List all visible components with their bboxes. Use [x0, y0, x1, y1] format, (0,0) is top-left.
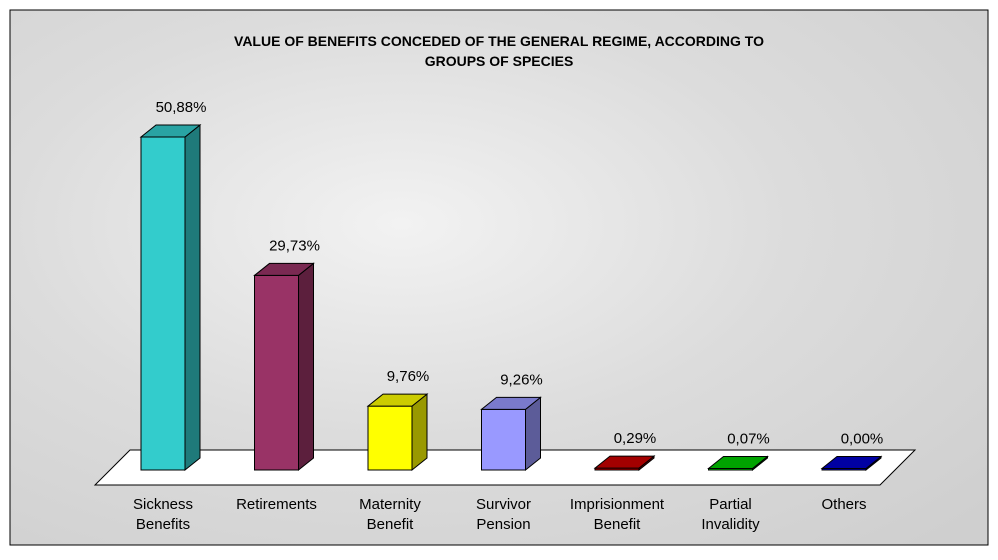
bar-top	[593, 455, 656, 469]
bar	[820, 455, 883, 472]
bar-top	[366, 393, 429, 407]
bar-top	[139, 124, 202, 138]
value-label: 50,88%	[156, 99, 207, 116]
bar-front	[481, 408, 526, 471]
x-tick-label: Partial Invalidity	[701, 496, 760, 533]
bar-top	[480, 396, 542, 410]
value-label: 0,07%	[727, 431, 770, 448]
x-tick-label: Maternity Benefit	[359, 496, 421, 533]
value-label: 9,26%	[500, 371, 543, 388]
bar-side	[525, 396, 541, 472]
bar	[366, 393, 429, 472]
bar-front	[254, 274, 299, 471]
bar	[253, 262, 315, 472]
bar-side	[411, 393, 428, 472]
value-label: 29,73%	[269, 237, 320, 254]
bar-top	[820, 456, 883, 469]
chart-title: VALUE OF BENEFITS CONCEDED OF THE GENERA…	[234, 33, 764, 69]
value-label: 9,76%	[387, 368, 430, 385]
bar-side	[184, 123, 201, 472]
value-label: 0,29%	[614, 430, 657, 447]
x-tick-label: Imprisionment Benefit	[570, 496, 665, 533]
x-tick-label: Retirements	[236, 496, 317, 513]
bar	[593, 455, 656, 472]
value-label: 0,00%	[841, 431, 884, 448]
bar-top	[707, 456, 769, 469]
bar-front	[367, 405, 413, 471]
bar-top	[253, 262, 315, 276]
bar-side	[298, 262, 314, 472]
bar	[707, 455, 769, 472]
bar	[139, 123, 202, 472]
x-tick-label: Survivor Pension	[476, 496, 531, 533]
x-tick-label: Others	[821, 496, 866, 513]
x-tick-label: Sickness Benefits	[133, 496, 193, 533]
bar	[480, 396, 542, 472]
bar-front	[140, 136, 186, 471]
